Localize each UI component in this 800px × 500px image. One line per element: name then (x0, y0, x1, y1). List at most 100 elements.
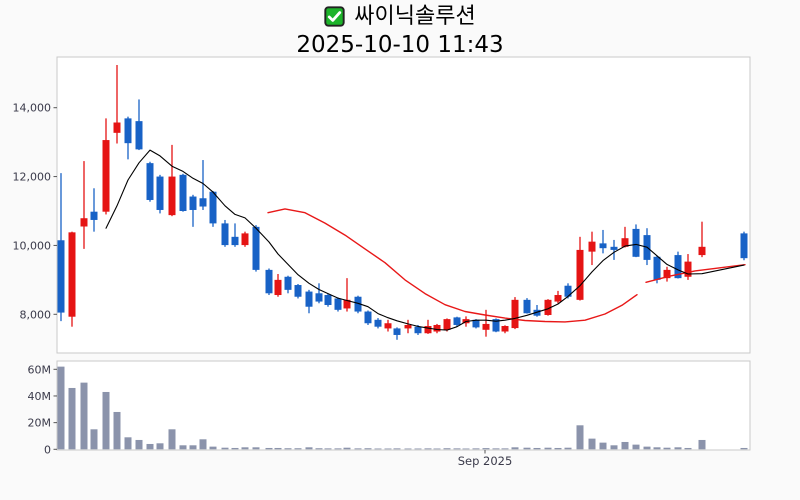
candle-body (576, 249, 584, 300)
volume-bar (433, 448, 441, 450)
volume-bar (274, 447, 282, 450)
volume-bar (189, 445, 197, 450)
candle-body (364, 311, 372, 324)
volume-bar (698, 439, 706, 450)
x-axis-label: Sep 2025 (458, 454, 513, 468)
candle-body (189, 196, 197, 210)
x-axis: Sep 2025 (458, 450, 513, 468)
volume-bar (354, 448, 362, 450)
candle-body (252, 226, 260, 270)
volume-bar (643, 446, 651, 450)
volume-bar (68, 387, 76, 450)
volume-bar (305, 447, 313, 450)
volume-bar (511, 447, 519, 450)
candle-body (305, 291, 313, 307)
volume-bar (501, 448, 509, 450)
candle-body (124, 118, 132, 144)
candle-body (663, 269, 671, 279)
candle-body (231, 236, 239, 246)
candle-body (179, 174, 187, 212)
candle-body (453, 317, 461, 325)
volume-bar (393, 448, 401, 450)
chart-datetime: 2025-10-10 11:43 (296, 31, 504, 58)
price-tick-label: 8,000 (20, 308, 52, 321)
volume-bar (102, 391, 110, 450)
volume-bar (740, 447, 748, 450)
candle-body (80, 218, 88, 227)
volume-tick-label: 60M (28, 363, 52, 376)
volume-bar (632, 444, 640, 450)
candle-body (674, 255, 682, 279)
volume-bar (588, 438, 596, 450)
price-tick-label: 14,000 (13, 102, 52, 115)
volume-axis-labels: 0 20M 40M 60M (28, 363, 57, 456)
chart-title: 싸이닉솔루션 (0, 3, 800, 31)
volume-bar (284, 448, 292, 450)
candle-body (334, 298, 342, 310)
candle-body (315, 293, 323, 302)
volume-bar (124, 437, 132, 450)
ma-long-line-2 (645, 264, 746, 283)
candle-body (90, 211, 98, 220)
candle-body (284, 276, 292, 290)
volume-bar (384, 448, 392, 450)
price-tick-label: 12,000 (13, 171, 52, 184)
volume-bar (492, 448, 500, 450)
chart-header: 싸이닉솔루션 2025-10-10 11:43 (0, 3, 800, 59)
candle-body (113, 122, 121, 133)
candle-body (482, 323, 490, 330)
volume-bar (424, 448, 432, 450)
volume-bar (334, 448, 342, 450)
volume-bar (146, 443, 154, 450)
candle-body (554, 295, 562, 302)
candle-body (684, 261, 692, 277)
candle-body (610, 246, 618, 250)
volume-bar (135, 439, 143, 450)
volume-bar (57, 366, 65, 450)
ma-short-line (105, 149, 745, 331)
volume-bar (443, 448, 451, 450)
volume-bar (610, 445, 618, 450)
price-axis-labels: 8,000 10,000 12,000 14,000 (13, 102, 57, 321)
volume-bar (523, 447, 531, 450)
candle-body (343, 299, 351, 309)
candle-body (443, 319, 451, 330)
candle-body (156, 176, 164, 210)
candle-body (544, 299, 552, 315)
candle-body (564, 285, 572, 297)
candle-body (354, 296, 362, 312)
volume-bar (199, 439, 207, 450)
volume-bar (80, 382, 88, 450)
panels (56, 56, 751, 451)
volume-bar (621, 441, 629, 450)
candle-body (265, 269, 273, 294)
candle-body (146, 163, 154, 200)
volume-bar (209, 446, 217, 450)
candle-body (632, 228, 640, 257)
price-tick-label: 10,000 (13, 239, 52, 252)
volume-tick-label: 20M (28, 417, 52, 430)
candle-body (404, 324, 412, 329)
candle-body (511, 299, 519, 329)
candle-body (393, 328, 401, 335)
volume-bar (653, 447, 661, 450)
candle-body (414, 326, 422, 334)
candle-body (209, 191, 217, 224)
volume-bars-group (57, 366, 748, 450)
ma-long-line-1 (267, 208, 638, 323)
volume-bar (179, 445, 187, 450)
candle-body (199, 198, 207, 207)
volume-bar (544, 447, 552, 450)
volume-bar (113, 411, 121, 450)
volume-bar (576, 425, 584, 450)
candle-body (472, 319, 480, 328)
volume-bar (315, 448, 323, 450)
volume-bar (231, 447, 239, 450)
candle-body (102, 140, 110, 212)
volume-bar (265, 447, 273, 450)
volume-bar (554, 447, 562, 450)
volume-bar (533, 447, 541, 450)
candle-body (221, 223, 229, 246)
candle-body (653, 256, 661, 280)
